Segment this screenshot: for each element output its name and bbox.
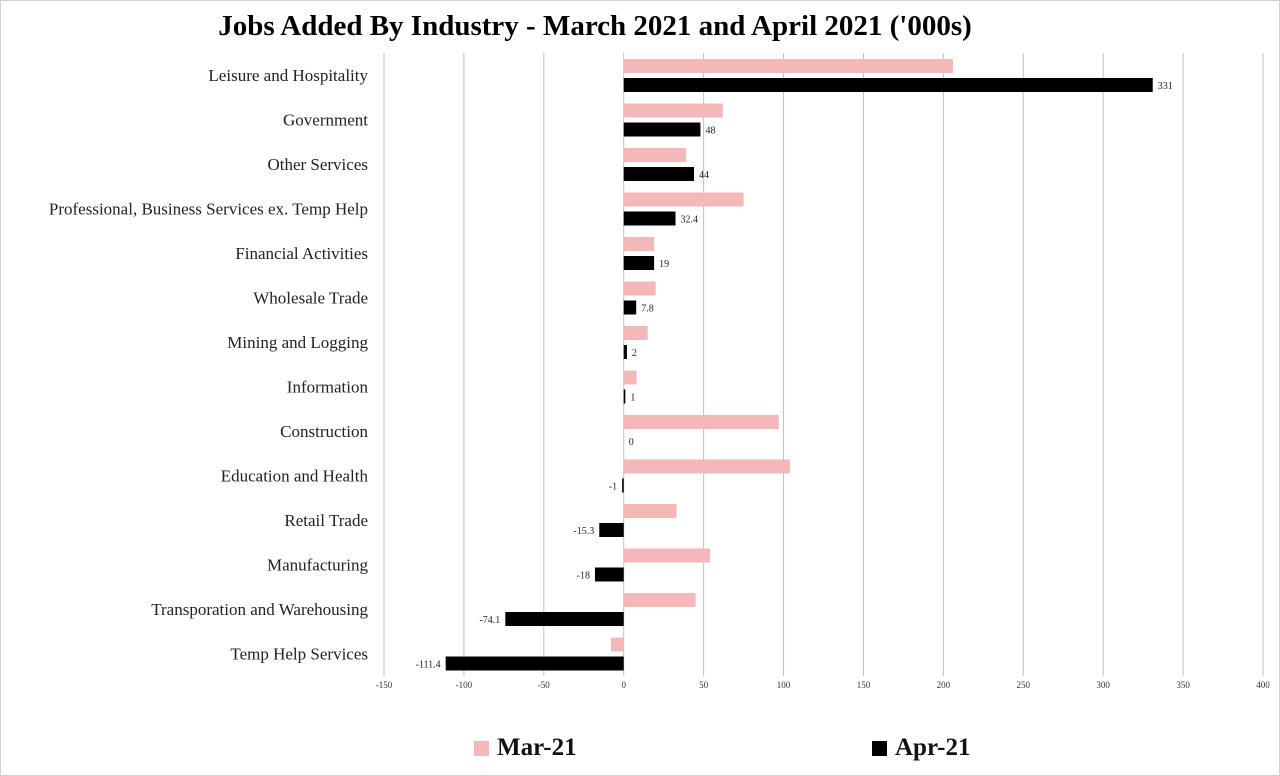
bar-apr: [623, 256, 655, 270]
x-tick-label: 150: [857, 680, 871, 690]
bar-mar: [623, 237, 655, 251]
category-label: Wholesale Trade: [253, 289, 368, 308]
bar-mar: [623, 192, 744, 207]
data-label-apr: -111.4: [416, 660, 441, 671]
bar-apr: [623, 389, 626, 404]
bar-apr: [623, 345, 627, 359]
legend-label-mar: Mar-21: [497, 734, 577, 761]
x-tick-label: 300: [1096, 680, 1110, 690]
bar-mar: [623, 370, 637, 385]
x-tick-label: -100: [456, 680, 473, 690]
bar-apr: [623, 211, 676, 226]
bar-apr: [623, 122, 701, 137]
category-label: Financial Activities: [235, 244, 368, 263]
bar-mar: [623, 548, 711, 563]
bar-mar: [623, 415, 779, 429]
category-label: Construction: [280, 422, 368, 441]
bar-mar: [623, 59, 953, 73]
legend-item-mar: Mar-21: [474, 734, 577, 762]
bar-mar: [623, 504, 677, 518]
category-label: Leisure and Hospitality: [208, 66, 368, 85]
legend-item-apr: Apr-21: [872, 734, 970, 762]
bar-apr: [599, 523, 624, 537]
data-label-apr: 331: [1158, 81, 1173, 92]
data-label-apr: 48: [705, 126, 715, 137]
category-label: Professional, Business Services ex. Temp…: [49, 200, 368, 219]
category-label: Education and Health: [221, 467, 369, 486]
bar-apr: [505, 612, 624, 626]
bar-apr: [623, 167, 695, 181]
bar-apr: [622, 478, 624, 493]
x-tick-label: -150: [376, 680, 393, 690]
data-label-apr: 32.4: [681, 215, 699, 226]
x-tick-label: 350: [1176, 680, 1190, 690]
x-tick-label: 0: [621, 680, 626, 690]
x-tick-label: -50: [538, 680, 550, 690]
data-label-apr: 1: [630, 393, 635, 404]
category-label: Other Services: [267, 155, 368, 174]
legend-swatch-mar: [474, 740, 489, 756]
bar-mar: [623, 326, 648, 340]
bar-mar: [623, 281, 656, 296]
category-label: Government: [283, 111, 368, 130]
chart-title: Jobs Added By Industry - March 2021 and …: [218, 10, 972, 42]
data-label-apr: -74.1: [479, 615, 500, 626]
bar-mar: [623, 103, 723, 118]
bar-apr: [623, 300, 637, 315]
data-label-apr: -15.3: [573, 526, 594, 537]
x-tick-label: 250: [1017, 680, 1031, 690]
data-label-apr: 7.8: [641, 304, 654, 315]
data-label-apr: -1: [609, 482, 617, 493]
legend-swatch-apr: [872, 740, 887, 756]
x-tick-label: 50: [699, 680, 709, 690]
category-label: Retail Trade: [284, 511, 368, 530]
category-label: Manufacturing: [267, 556, 369, 575]
bar-mar: [623, 593, 696, 607]
data-label-apr: 2: [632, 348, 637, 359]
category-label: Transporation and Warehousing: [151, 600, 368, 619]
x-tick-label: 100: [777, 680, 791, 690]
data-label-apr: 44: [699, 170, 709, 181]
data-label-apr: 19: [659, 259, 669, 270]
bar-apr: [623, 78, 1153, 92]
category-label: Temp Help Services: [230, 645, 368, 664]
x-tick-label: 200: [937, 680, 951, 690]
bar-mar: [623, 459, 790, 474]
data-label-apr: -18: [577, 571, 590, 582]
bar-apr: [594, 567, 624, 582]
bar-mar: [610, 637, 624, 652]
legend-label-apr: Apr-21: [895, 734, 971, 761]
category-label: Information: [287, 378, 369, 397]
data-label-apr: 0: [629, 437, 634, 448]
bar-mar: [623, 148, 687, 162]
x-tick-label: 400: [1256, 680, 1270, 690]
bar-apr: [445, 656, 624, 671]
category-label: Mining and Logging: [227, 333, 368, 352]
